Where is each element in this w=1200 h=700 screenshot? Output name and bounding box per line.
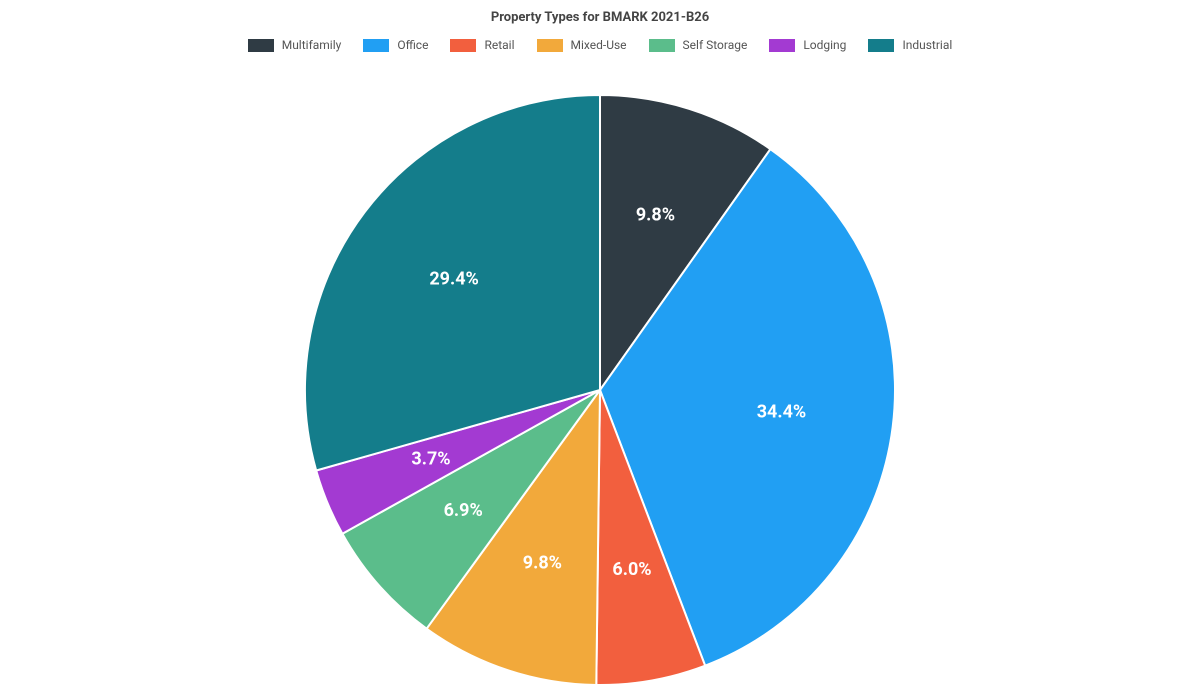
slice-label: 9.8% (523, 552, 562, 573)
chart-container: Property Types for BMARK 2021-B26 Multif… (0, 0, 1200, 700)
legend-label: Retail (484, 38, 514, 52)
legend-item-industrial[interactable]: Industrial (868, 38, 952, 52)
legend-label: Lodging (803, 38, 846, 52)
legend-item-mixed-use[interactable]: Mixed-Use (537, 38, 627, 52)
legend-label: Industrial (902, 38, 952, 52)
slice-label: 29.4% (429, 268, 479, 289)
legend-item-lodging[interactable]: Lodging (769, 38, 846, 52)
pie-chart: 9.8% 34.4% 6.0% 9.8% 6.9% 3.7% 29.4% (295, 85, 905, 695)
legend-swatch (868, 39, 894, 52)
legend-label: Multifamily (282, 38, 342, 52)
slice-label: 9.8% (636, 204, 675, 225)
legend-swatch (363, 39, 389, 52)
legend-swatch (450, 39, 476, 52)
legend-swatch (537, 39, 563, 52)
legend-swatch (769, 39, 795, 52)
chart-title: Property Types for BMARK 2021-B26 (0, 10, 1200, 25)
legend-item-multifamily[interactable]: Multifamily (248, 38, 342, 52)
slice-label: 3.7% (411, 449, 450, 470)
slice-label: 34.4% (757, 402, 807, 423)
slice-label: 6.0% (612, 559, 651, 580)
legend-swatch (649, 39, 675, 52)
legend-item-self-storage[interactable]: Self Storage (649, 38, 748, 52)
legend-item-retail[interactable]: Retail (450, 38, 514, 52)
legend-item-office[interactable]: Office (363, 38, 428, 52)
slice-label: 6.9% (444, 500, 483, 521)
legend-label: Office (397, 38, 428, 52)
legend-label: Self Storage (683, 38, 748, 52)
legend-label: Mixed-Use (571, 38, 627, 52)
legend: Multifamily Office Retail Mixed-Use Self Sto… (0, 38, 1200, 52)
pie-area: 9.8% 34.4% 6.0% 9.8% 6.9% 3.7% 29.4% (0, 80, 1200, 700)
legend-swatch (248, 39, 274, 52)
